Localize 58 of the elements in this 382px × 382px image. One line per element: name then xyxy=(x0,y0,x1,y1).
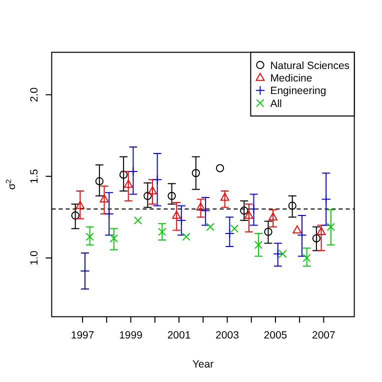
point xyxy=(148,186,157,194)
point xyxy=(230,224,239,233)
point xyxy=(278,250,287,258)
point xyxy=(134,216,142,225)
point xyxy=(80,266,90,276)
legend-label: Medicine xyxy=(270,72,312,84)
y-tick-label: 1.0 xyxy=(28,250,41,266)
x-tick-label: 2005 xyxy=(264,330,288,342)
point xyxy=(302,254,311,262)
point xyxy=(104,209,114,219)
x-tick-label: 2003 xyxy=(216,330,240,342)
point xyxy=(144,192,152,200)
x-tick-label: 2001 xyxy=(167,330,191,342)
legend-label: All xyxy=(270,98,282,110)
point xyxy=(216,164,224,172)
y-tick-label: 1.5 xyxy=(28,168,41,184)
point xyxy=(312,234,321,242)
x-tick-label: 2007 xyxy=(312,330,336,342)
point xyxy=(288,202,296,210)
point xyxy=(95,177,104,186)
legend-label: Engineering xyxy=(270,85,326,98)
x-axis-title: Year xyxy=(192,358,214,371)
point xyxy=(124,180,133,188)
point xyxy=(297,230,307,240)
point xyxy=(321,194,331,204)
point xyxy=(248,204,259,214)
point xyxy=(119,170,128,179)
legend-label: Natural Sciences xyxy=(270,60,350,72)
point xyxy=(182,232,190,241)
point xyxy=(292,225,302,234)
point xyxy=(264,228,272,236)
point xyxy=(220,192,230,201)
point xyxy=(71,211,80,220)
point xyxy=(152,174,162,184)
point xyxy=(326,222,336,232)
point xyxy=(240,206,248,215)
point xyxy=(168,192,176,200)
point xyxy=(244,210,254,219)
point xyxy=(200,206,210,216)
y-tick-label: 2.0 xyxy=(28,87,41,102)
point xyxy=(128,166,138,176)
point xyxy=(100,194,109,202)
point xyxy=(76,200,85,209)
point xyxy=(86,232,94,241)
point xyxy=(176,216,186,226)
point xyxy=(192,168,200,178)
point xyxy=(273,249,283,259)
point xyxy=(206,222,214,232)
x-tick-label: 1999 xyxy=(119,330,143,342)
point xyxy=(158,228,166,236)
point xyxy=(316,227,326,236)
point xyxy=(224,228,234,238)
point xyxy=(110,234,118,242)
point xyxy=(254,240,263,249)
point xyxy=(172,210,182,219)
point xyxy=(196,202,206,211)
x-tick-label: 1997 xyxy=(70,330,94,342)
point xyxy=(268,212,278,220)
